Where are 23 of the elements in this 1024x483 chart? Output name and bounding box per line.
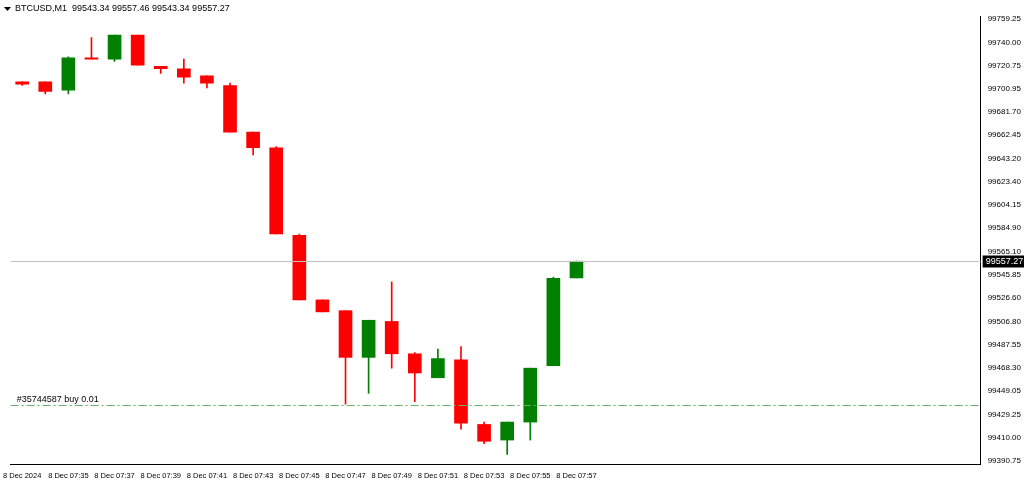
y-tick-label: 99740.00 — [987, 37, 1022, 47]
y-tick-label: 99468.30 — [987, 363, 1022, 373]
y-tick-label: 99643.20 — [987, 153, 1022, 163]
y-tick-label: 99526.60 — [987, 293, 1022, 303]
y-tick-label: 99759.25 — [987, 14, 1022, 24]
y-tick-label: 99487.55 — [987, 339, 1022, 349]
y-tick-label: 99604.15 — [987, 200, 1022, 210]
y-tick-label: 99720.75 — [987, 60, 1022, 70]
y-tick-label: 99623.40 — [987, 177, 1022, 187]
chart-title: BTCUSD,M1 99543.34 99557.46 99543.34 99557.27 — [15, 3, 230, 13]
y-tick-label: 99506.80 — [987, 316, 1022, 326]
y-tick-label: 99681.70 — [987, 107, 1022, 117]
ref-line-label: #35744587 buy 0.01 — [16, 394, 99, 405]
y-tick-label: 99565.10 — [987, 247, 1022, 257]
y-tick-label: 99662.45 — [987, 130, 1022, 140]
ref-line-label: 99557.27 — [985, 255, 1024, 266]
y-tick-label: 99449.05 — [987, 386, 1022, 396]
y-tick-label: 99410.00 — [987, 432, 1022, 442]
y-tick-label: 99700.95 — [987, 84, 1022, 94]
y-tick-label: 99584.90 — [987, 223, 1022, 233]
y-tick-label: 99545.85 — [987, 270, 1022, 280]
y-tick-label: 99390.75 — [987, 455, 1022, 465]
y-tick-label: 99429.25 — [987, 409, 1022, 419]
